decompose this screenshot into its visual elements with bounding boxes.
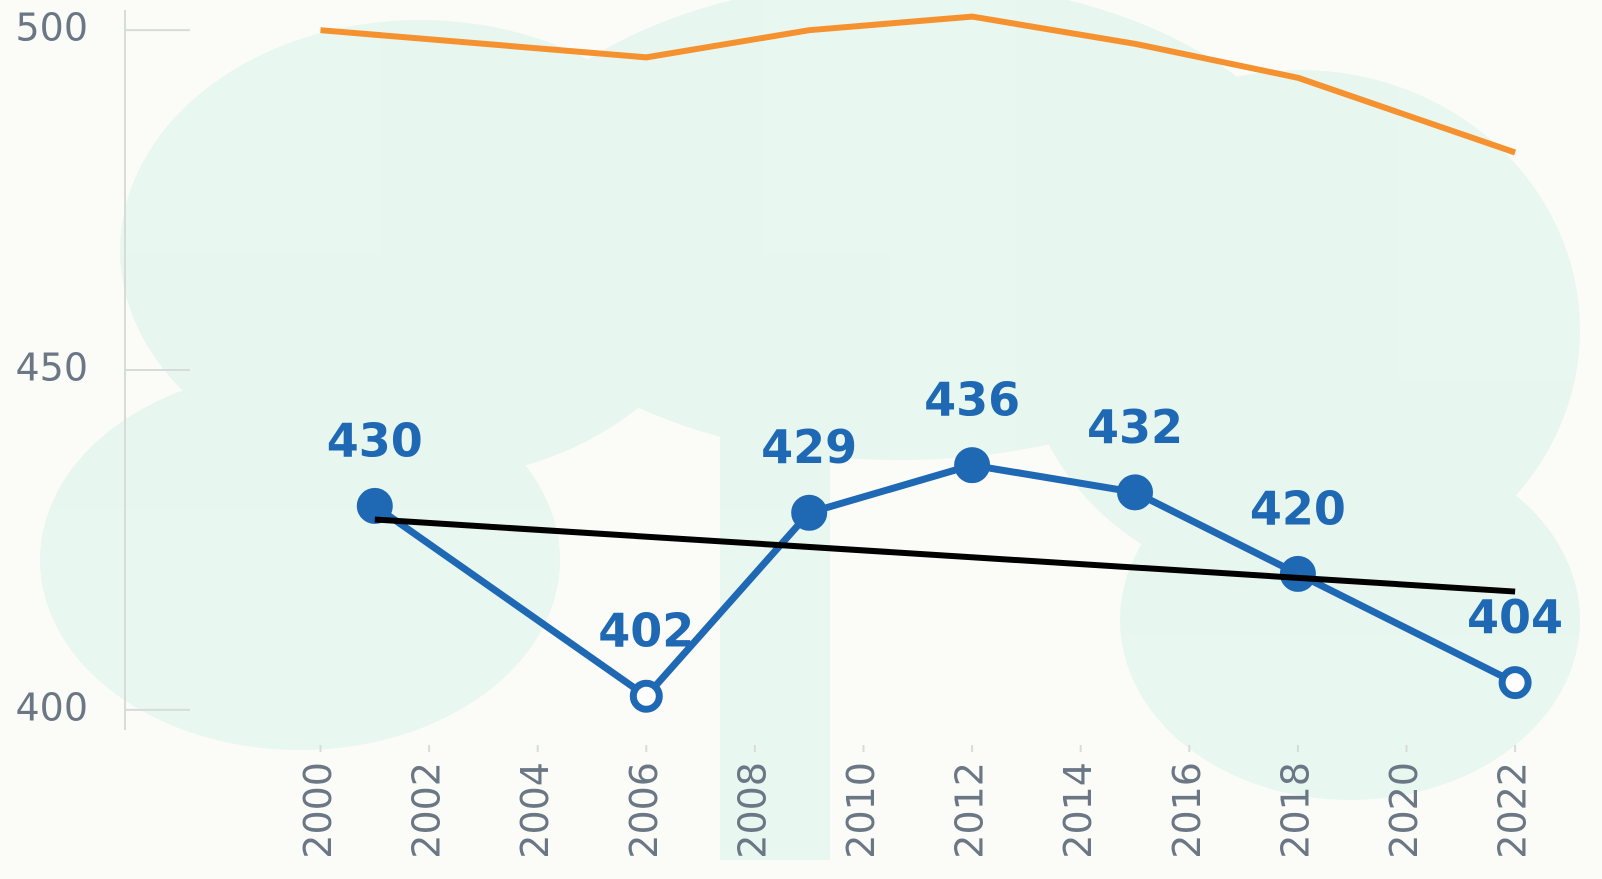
x-tick-label: 2004 — [513, 762, 557, 859]
value-label: 420 — [1250, 481, 1346, 535]
value-label: 436 — [924, 373, 1020, 427]
x-tick-label: 2022 — [1491, 762, 1535, 859]
marker — [954, 447, 991, 484]
x-tick-label: 2002 — [405, 762, 449, 859]
x-tick-label: 2012 — [948, 762, 992, 859]
x-tick-label: 2016 — [1165, 762, 1209, 859]
line — [374, 516, 1516, 595]
y-tick-label: 450 — [15, 346, 88, 390]
marker — [1117, 474, 1154, 511]
value-label: 432 — [1087, 400, 1183, 454]
value-label: 402 — [598, 604, 694, 658]
background-tree — [40, 0, 1580, 860]
x-tick-label: 2018 — [1273, 762, 1317, 859]
x-tick-label: 2010 — [839, 762, 883, 859]
x-tick-label: 2006 — [622, 762, 666, 859]
x-tick-label: 2008 — [730, 762, 774, 859]
line — [320, 13, 1517, 156]
marker — [1498, 666, 1532, 700]
x-tick-label: 2020 — [1382, 762, 1426, 859]
value-label: 429 — [761, 420, 857, 474]
marker — [356, 487, 393, 524]
marker — [1279, 555, 1316, 592]
y-tick-label: 500 — [15, 6, 88, 50]
value-label: 430 — [327, 413, 423, 467]
x-tick-label: 2000 — [296, 762, 340, 859]
y-tick-label: 400 — [15, 685, 88, 729]
x-tick-label: 2014 — [1056, 762, 1100, 859]
value-label: 404 — [1467, 590, 1563, 644]
marker — [791, 494, 828, 531]
marker — [629, 679, 663, 713]
